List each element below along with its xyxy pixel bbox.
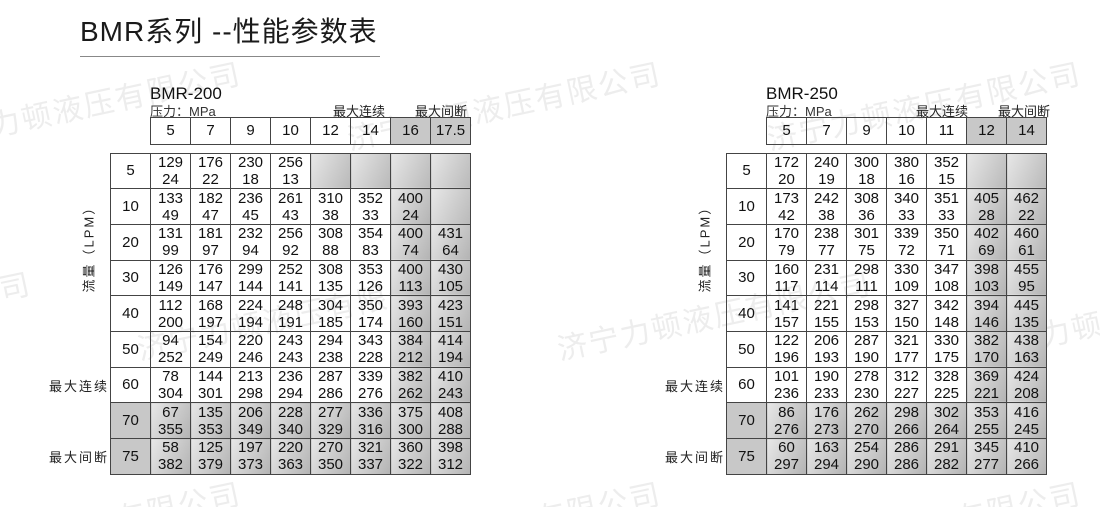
svg-text:济宁力顿液压有限公司: 济宁力顿液压有限公司: [345, 478, 665, 507]
svg-text:济宁力顿液压有限公司: 济宁力顿液压有限公司: [0, 268, 34, 367]
svg-text:济宁力顿液压有限公司: 济宁力顿液压有限公司: [765, 478, 1085, 507]
svg-text:济宁力顿液压有限公司: 济宁力顿液压有限公司: [0, 478, 244, 507]
